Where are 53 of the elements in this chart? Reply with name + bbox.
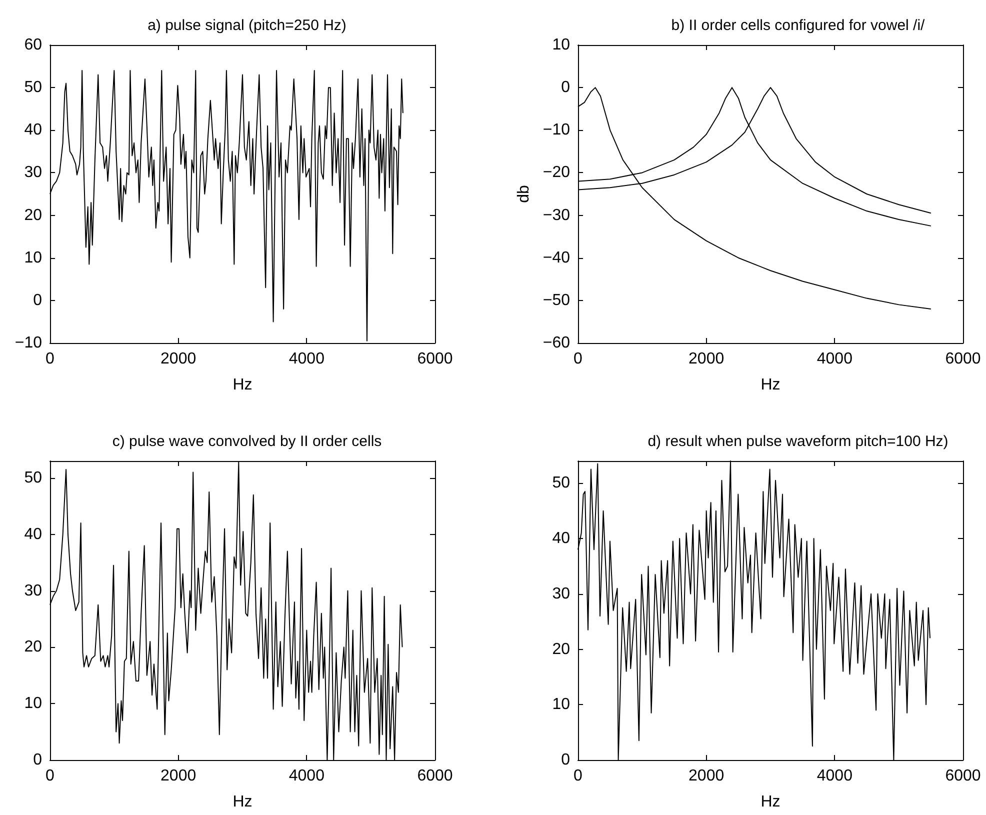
x-tick-label: 2000 <box>160 350 196 368</box>
x-axis-title: Hz <box>760 794 780 810</box>
y-tick-label: 30 <box>24 582 42 600</box>
y-tick-label: 0 <box>33 752 42 768</box>
x-tick-label: 2000 <box>688 768 724 784</box>
x-axis-title: Hz <box>232 794 252 810</box>
y-tick-label: 30 <box>24 164 42 182</box>
x-tick-label: 0 <box>574 350 583 368</box>
y-tick-label: 20 <box>24 638 42 656</box>
x-tick-label: 4000 <box>816 768 853 784</box>
x-tick-label: 4000 <box>816 350 853 368</box>
y-tick-label: −60 <box>542 334 570 352</box>
x-tick-label: 6000 <box>417 350 453 368</box>
y-tick-label: 10 <box>552 696 570 714</box>
y-tick-label: −10 <box>14 334 42 352</box>
y-tick-label: 40 <box>24 526 42 543</box>
x-axis-title: Hz <box>232 376 252 394</box>
y-tick-label: 10 <box>552 36 570 54</box>
y-tick-label: −30 <box>542 206 570 224</box>
chart-title: a) pulse signal (pitch=250 Hz) <box>148 17 346 34</box>
y-tick-label: 0 <box>561 79 570 96</box>
x-tick-label: 0 <box>574 768 583 784</box>
y-tick-label: 50 <box>552 474 570 492</box>
y-tick-label: −50 <box>542 292 570 309</box>
y-tick-label: 60 <box>24 36 42 54</box>
x-axis-title: Hz <box>760 376 780 394</box>
y-tick-label: 0 <box>33 292 42 309</box>
x-tick-label: 2000 <box>688 350 724 368</box>
y-tick-label: 10 <box>24 249 42 266</box>
x-tick-label: 6000 <box>945 350 981 368</box>
y-tick-label: 20 <box>552 640 570 658</box>
chart-title: b) II order cells configured for vowel /i/ <box>671 17 926 34</box>
x-tick-label: 6000 <box>945 768 981 784</box>
chart-title: c) pulse wave convolved by II order cells <box>112 433 382 450</box>
x-tick-label: 6000 <box>417 768 453 784</box>
y-tick-label: 0 <box>561 752 570 768</box>
x-tick-label: 4000 <box>288 768 325 784</box>
y-tick-label: 20 <box>24 206 42 224</box>
y-tick-label: 50 <box>24 469 42 486</box>
x-tick-label: 0 <box>46 350 55 368</box>
y-axis-title: db <box>515 185 532 203</box>
x-tick-label: 4000 <box>288 350 325 368</box>
chart-title: d) result when pulse waveform pitch=100 Hz) <box>648 433 948 450</box>
x-tick-label: 0 <box>46 768 55 784</box>
y-tick-label: −10 <box>542 122 570 139</box>
y-tick-label: 30 <box>552 585 570 602</box>
x-tick-label: 2000 <box>160 768 196 784</box>
y-tick-label: 50 <box>24 79 42 96</box>
y-tick-label: 10 <box>24 695 42 712</box>
y-tick-label: 40 <box>24 122 42 139</box>
y-tick-label: −20 <box>542 164 570 182</box>
y-tick-label: −40 <box>542 249 570 266</box>
y-tick-label: 40 <box>552 530 570 548</box>
